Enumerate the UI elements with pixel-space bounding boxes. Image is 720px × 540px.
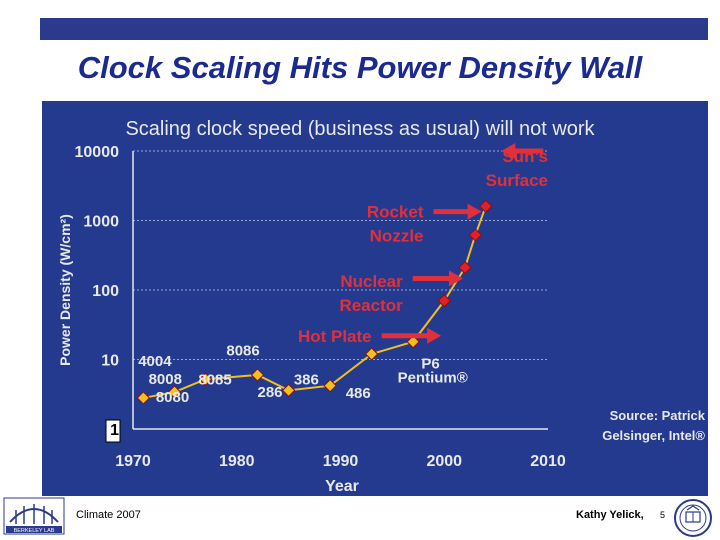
data-point xyxy=(281,383,296,398)
point-label: 4004 xyxy=(138,353,172,370)
annotation-arrow-head xyxy=(448,270,463,287)
x-tick-label: 1990 xyxy=(323,453,359,470)
point-label: 8080 xyxy=(156,389,189,406)
y-tick-label: 1000 xyxy=(83,214,119,231)
y-tick-label: 10 xyxy=(101,353,119,370)
y-axis-label: Power Density (W/cm²) xyxy=(57,214,73,366)
data-point xyxy=(364,347,379,361)
uc-seal-logo xyxy=(674,499,712,537)
annotation-label: Nuclear xyxy=(340,272,403,291)
annotation-arrow-head xyxy=(467,203,482,220)
data-point xyxy=(136,391,151,405)
berkeley-lab-logo: BERKELEY LAB xyxy=(3,497,65,535)
point-label: 8086 xyxy=(226,342,259,359)
y-tick-label: 100 xyxy=(92,283,119,300)
data-point xyxy=(479,199,493,214)
footer-author: Kathy Yelick, xyxy=(576,509,644,521)
chart-panel xyxy=(42,101,708,496)
annotation-arrow-head xyxy=(501,143,516,159)
x-tick-label: 2000 xyxy=(426,453,462,470)
logo-text: BERKELEY LAB xyxy=(14,528,55,534)
series-line xyxy=(143,205,487,399)
x-tick-label: 2010 xyxy=(530,453,566,470)
source-note: Gelsinger, Intel® xyxy=(602,428,705,443)
title-bar-decoration xyxy=(40,18,708,40)
point-label: 8085 xyxy=(198,372,231,389)
data-point xyxy=(323,378,337,393)
point-label: 486 xyxy=(346,385,371,402)
point-label: 286 xyxy=(258,384,283,401)
x-tick-label: 1970 xyxy=(115,453,151,470)
annotation-label: Nozzle xyxy=(370,227,424,246)
slide-title: Clock Scaling Hits Power Density Wall xyxy=(77,50,643,85)
data-point xyxy=(198,372,213,386)
data-point xyxy=(468,228,483,242)
footer-left-text: Climate 2007 xyxy=(76,509,141,521)
source-note: Source: Patrick xyxy=(610,408,706,423)
y-tick-label: 10000 xyxy=(75,144,120,161)
annotation-label: Surface xyxy=(486,171,548,190)
point-label: 386 xyxy=(294,372,319,389)
x-tick-label: 1980 xyxy=(219,453,255,470)
data-point xyxy=(250,368,265,382)
x-axis-label: Year xyxy=(325,478,359,495)
point-label: 8008 xyxy=(149,371,182,388)
annotation-label: Reactor xyxy=(339,296,403,315)
page-number: 5 xyxy=(660,510,666,520)
y-tick-label: 1 xyxy=(110,422,119,439)
annotation-label: Rocket xyxy=(367,203,424,222)
data-point xyxy=(437,294,451,308)
footer xyxy=(0,496,720,540)
chart-title: Scaling clock speed (business as usual) … xyxy=(125,118,595,140)
y-tick-one-box xyxy=(105,419,121,443)
point-label: Pentium® xyxy=(398,369,468,386)
annotation-label: Hot Plate xyxy=(298,327,372,346)
annotation-arrow-head xyxy=(427,327,442,344)
data-point xyxy=(167,385,182,399)
point-label: P6 xyxy=(421,356,439,373)
data-point xyxy=(406,335,420,349)
data-point xyxy=(458,260,472,275)
